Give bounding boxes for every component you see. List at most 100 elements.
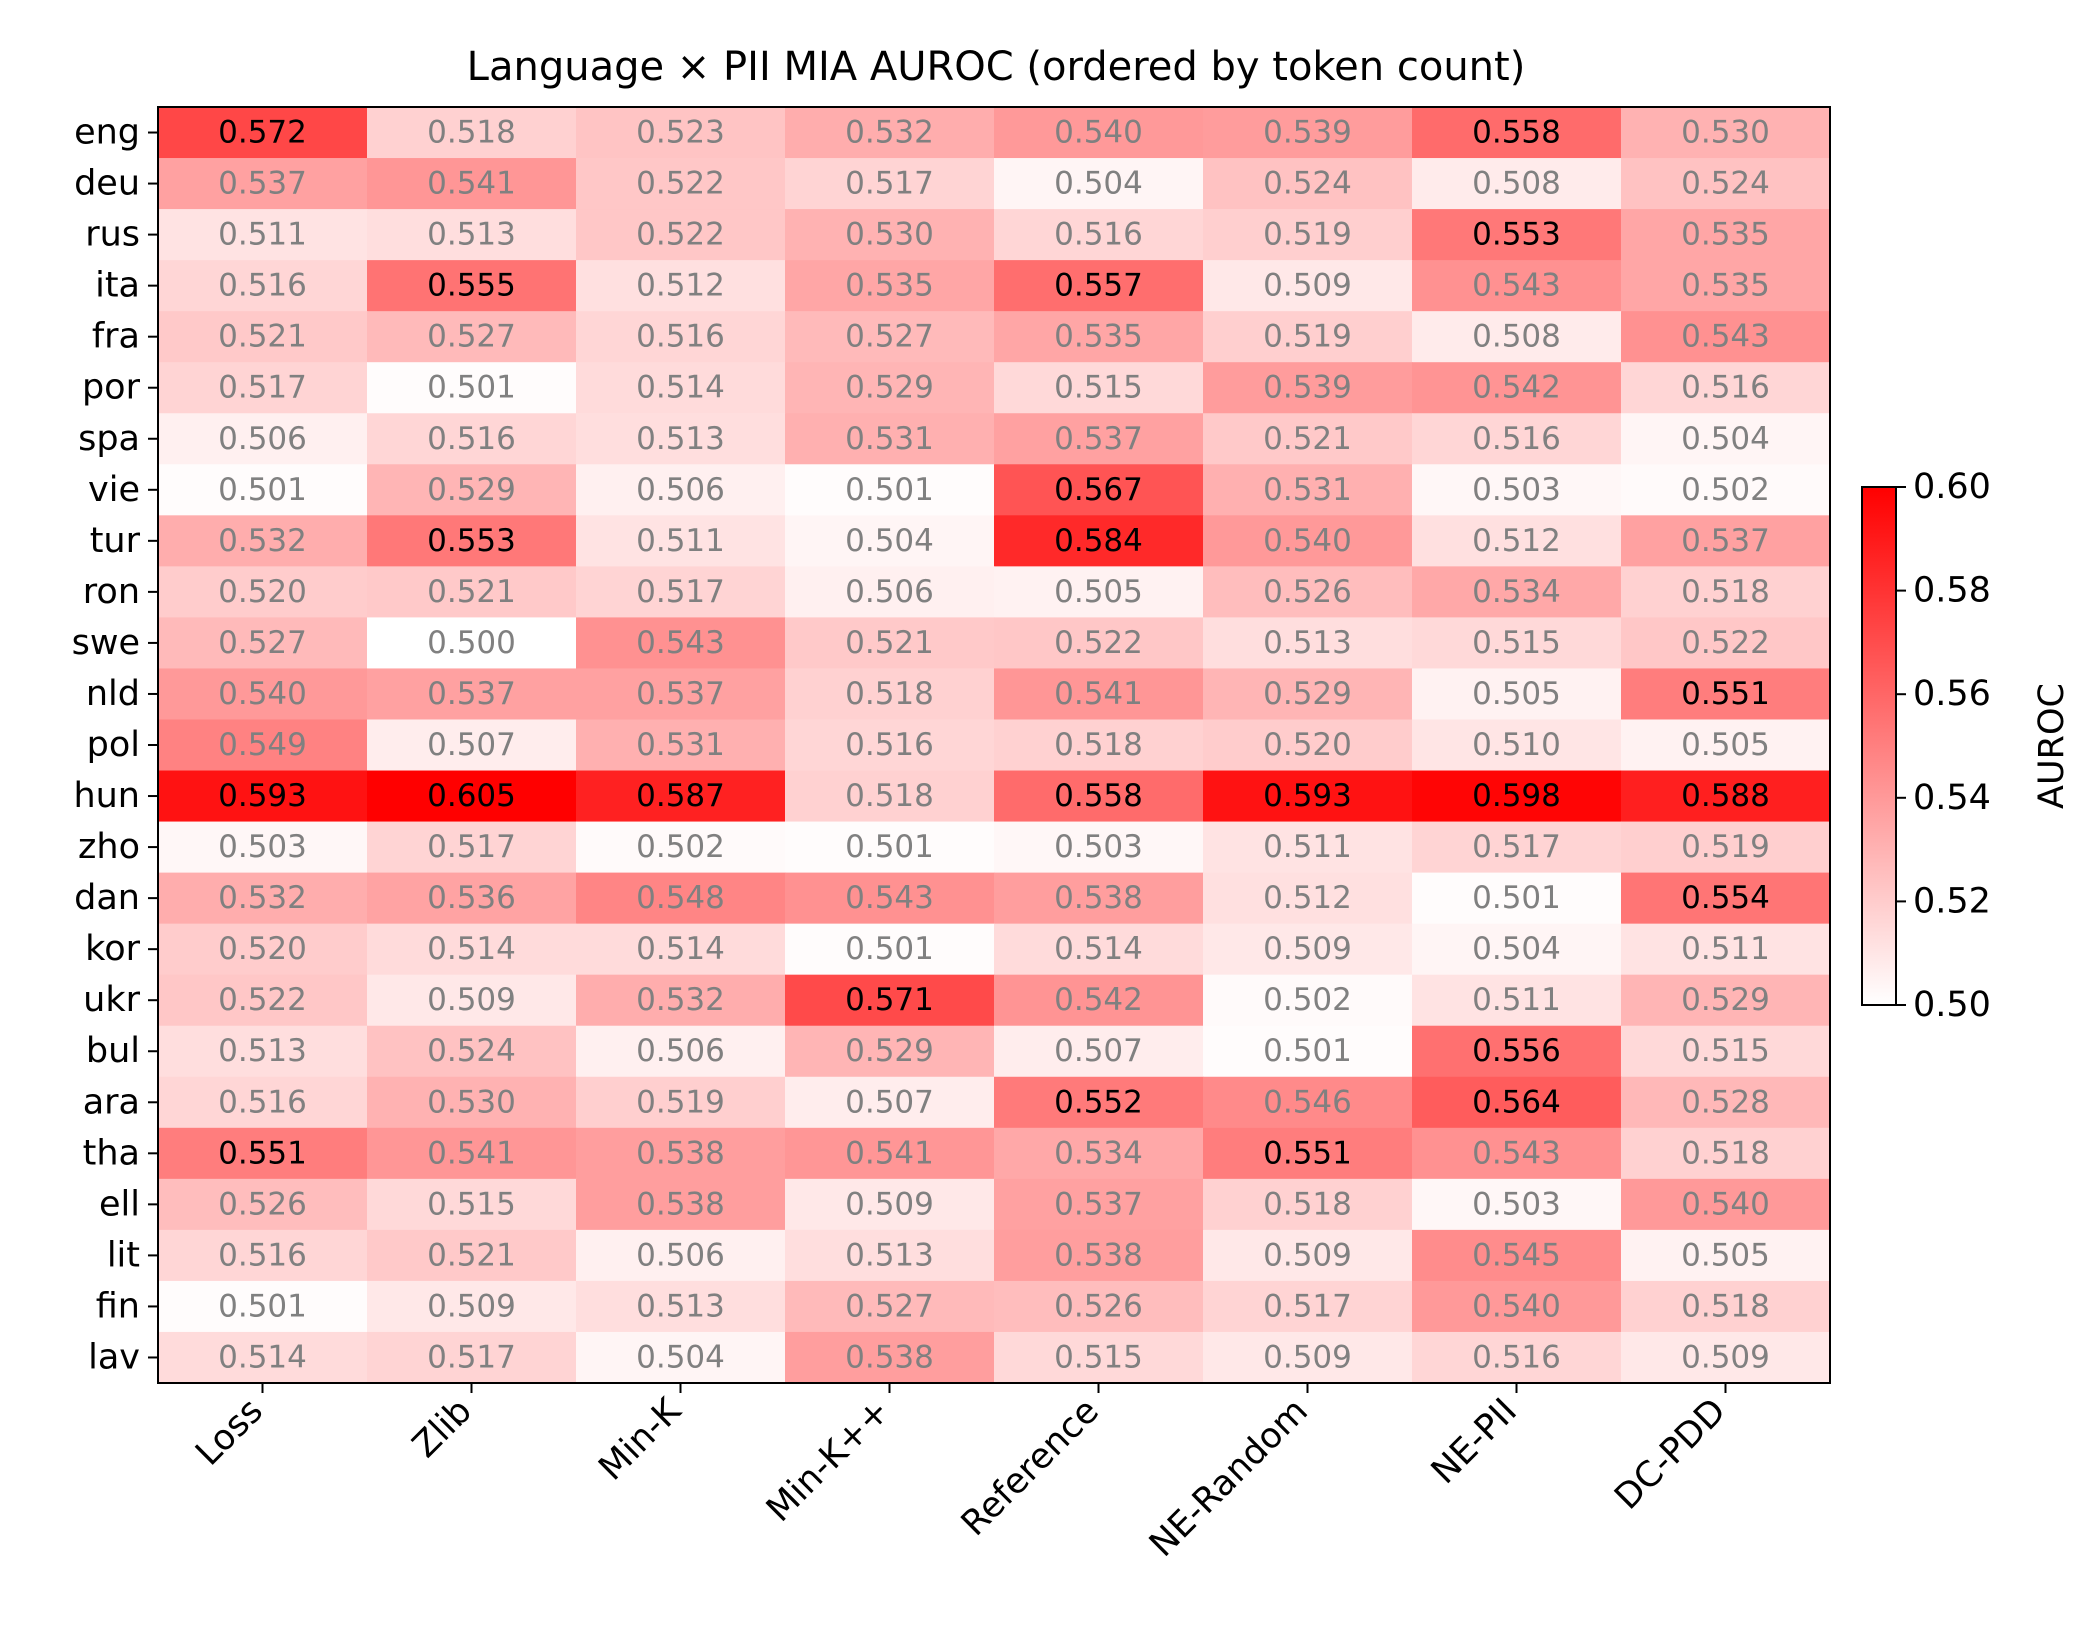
cell-value-label: 0.558 (1054, 778, 1143, 814)
heatmap-cell (785, 1178, 995, 1231)
heatmap-cell (367, 1076, 577, 1129)
heatmap-cell (994, 515, 1204, 567)
heatmap-cell (158, 872, 368, 925)
cell-value-label: 0.527 (427, 319, 516, 355)
heatmap-cell (158, 719, 368, 772)
heatmap-cell (785, 770, 995, 823)
cell-value-label: 0.504 (1472, 931, 1561, 967)
cell-value-label: 0.522 (1681, 625, 1770, 661)
heatmap-cell (1412, 260, 1622, 312)
y-tick-label: nld (86, 674, 140, 714)
cell-value-label: 0.593 (218, 778, 307, 814)
cell-value-label: 0.507 (1054, 1033, 1143, 1069)
cell-value-label: 0.520 (1263, 727, 1352, 763)
cell-value-label: 0.508 (1472, 166, 1561, 202)
cell-value-label: 0.536 (427, 880, 516, 916)
heatmap-cell (1203, 1331, 1413, 1384)
heatmap-cell (1621, 566, 1831, 618)
heatmap-cell (576, 1331, 786, 1384)
heatmap-cell (994, 668, 1204, 721)
cell-value-label: 0.509 (845, 1186, 934, 1222)
heatmap-cell (1203, 1280, 1413, 1333)
heatmap-cell (576, 872, 786, 925)
heatmap-cell (367, 1280, 577, 1333)
colorbar-tick-label: 0.52 (1913, 881, 1991, 921)
cell-value-label: 0.584 (1054, 523, 1143, 559)
heatmap-cell (367, 566, 577, 618)
cell-value-label: 0.516 (218, 1084, 307, 1120)
heatmap-cell (1203, 413, 1413, 465)
heatmap-cell (994, 1178, 1204, 1231)
y-tick-label: dan (74, 878, 140, 918)
heatmap-cell (1412, 1025, 1622, 1078)
colorbar-label: AUROC (2032, 683, 2072, 809)
cell-value-label: 0.511 (1472, 982, 1561, 1018)
cell-value-label: 0.537 (427, 676, 516, 712)
heatmap-cell (1412, 413, 1622, 465)
cell-value-label: 0.501 (845, 472, 934, 508)
heatmap-cell (1621, 923, 1831, 976)
heatmap-cell (1621, 209, 1831, 261)
heatmap-cell (1203, 107, 1413, 159)
colorbar-tick-label: 0.50 (1913, 985, 1991, 1025)
heatmap-cell (1203, 311, 1413, 363)
cell-value-label: 0.541 (845, 1135, 934, 1171)
cell-value-label: 0.507 (427, 727, 516, 763)
cell-value-label: 0.516 (845, 727, 934, 763)
heatmap-cell (785, 158, 995, 210)
heatmap-cells (158, 107, 1831, 1384)
heatmap-cell (785, 821, 995, 874)
cell-value-label: 0.541 (1054, 676, 1143, 712)
colorbar-ticks: 0.50 0.52 0.54 0.56 0.58 0.60 (1896, 467, 1991, 1025)
heatmap-cell (785, 1229, 995, 1282)
cell-value-label: 0.521 (1263, 421, 1352, 457)
heatmap-cell (785, 1076, 995, 1129)
cell-value-label: 0.514 (636, 370, 725, 406)
cell-value-label: 0.557 (1054, 268, 1143, 304)
heatmap-cell (785, 668, 995, 721)
heatmap-cell (1412, 362, 1622, 414)
cell-value-label: 0.529 (1263, 676, 1352, 712)
heatmap-cell (367, 158, 577, 210)
heatmap-cell (158, 1280, 368, 1333)
cell-value-label: 0.522 (636, 166, 725, 202)
cell-value-label: 0.515 (1054, 370, 1143, 406)
heatmap-cell (576, 770, 786, 823)
cell-value-label: 0.531 (636, 727, 725, 763)
heatmap-cell (994, 821, 1204, 874)
y-tick-label: ron (83, 572, 140, 612)
heatmap-cell (1621, 1331, 1831, 1384)
cell-value-label: 0.537 (218, 166, 307, 202)
cell-value-label: 0.504 (636, 1339, 725, 1375)
heatmap-cell (1621, 107, 1831, 159)
cell-value-label: 0.537 (636, 676, 725, 712)
cell-value-label: 0.502 (636, 829, 725, 865)
heatmap-cell (994, 413, 1204, 465)
cell-value-label: 0.509 (1263, 1339, 1352, 1375)
heatmap-cell (367, 260, 577, 312)
heatmap-cell (158, 617, 368, 670)
cell-value-label: 0.515 (1054, 1339, 1143, 1375)
heatmap-cell (994, 1280, 1204, 1333)
heatmap-cell (576, 821, 786, 874)
cell-value-label: 0.505 (1472, 676, 1561, 712)
cell-value-label: 0.540 (1681, 1186, 1770, 1222)
y-tick-label: bul (86, 1031, 140, 1071)
heatmap-cell (785, 311, 995, 363)
cell-value-label: 0.535 (1681, 217, 1770, 253)
cell-value-label: 0.505 (1681, 727, 1770, 763)
cell-value-label: 0.522 (218, 982, 307, 1018)
heatmap-cell (1621, 1127, 1831, 1180)
y-tick-label: ukr (83, 980, 140, 1020)
heatmap-cell (158, 566, 368, 618)
heatmap-cell (785, 107, 995, 159)
y-tick-label: vie (88, 470, 140, 510)
heatmap-cell (367, 770, 577, 823)
heatmap-cell (994, 158, 1204, 210)
heatmap-cell (994, 1127, 1204, 1180)
cell-value-label: 0.527 (845, 1288, 934, 1324)
cell-value-label: 0.501 (218, 472, 307, 508)
heatmap-cell (1412, 311, 1622, 363)
y-tick-label: ell (99, 1184, 140, 1224)
heatmap-cell (1621, 260, 1831, 312)
